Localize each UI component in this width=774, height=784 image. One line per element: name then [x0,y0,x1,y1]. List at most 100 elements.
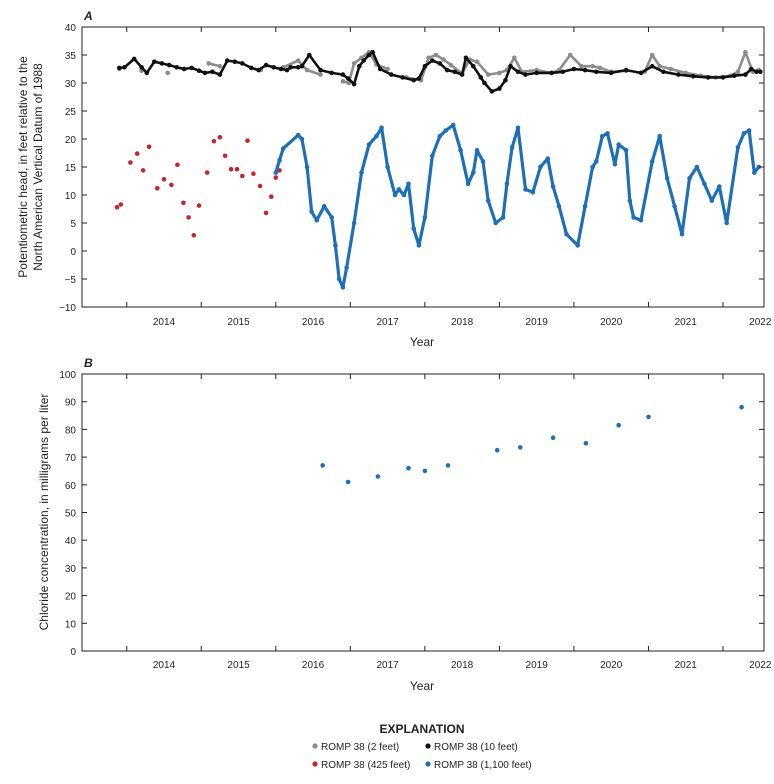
panel-a-point-romp-38-10-feet [357,63,362,69]
panel-b-x-axis-title: Year [410,679,434,693]
panel-a-point-romp-38-1-100-feet [657,133,662,139]
panel-a-point-romp-38-2-feet [649,52,655,58]
panel-a-point-romp-38-10-feet [295,65,301,70]
panel-a-y-tick-label: 30 [65,79,77,90]
panel-a-point-romp-38-2-feet [206,61,211,66]
panel-a-point-romp-38-10-feet [166,62,172,68]
panel-a-point-romp-38-425-feet [155,186,160,191]
panel-a-point-romp-38-425-feet [269,194,274,199]
panel-a-point-romp-38-10-feet [210,69,215,75]
panel-b-x-tick-label: 2020 [600,660,623,671]
legend-label-2ft: ROMP 38 (2 feet) [321,742,399,753]
panel-a-point-romp-38-2-feet [597,65,603,71]
panel-a-point-romp-38-1-100-feet [530,189,536,195]
panel-b-y-tick-label: 70 [65,453,77,464]
panel-a-series-line-romp-38-1-100-feet [274,123,761,289]
panel-a-point-romp-38-10-feet [131,56,137,62]
panel-a-point-romp-38-425-feet [128,160,133,165]
panel-a-y-tick-label: 35 [65,51,77,62]
panel-b-frame [81,373,765,652]
panel-a-point-romp-38-10-feet [623,67,629,73]
panel-a-point-romp-38-10-feet [370,49,376,55]
panel-a-point-romp-38-10-feet [256,67,261,73]
panel-a-marks [114,49,763,290]
panel-b-y-tick-label: 20 [65,592,77,603]
panel-a-point-romp-38-10-feet [471,63,476,69]
panel-b-x-tick-label: 2015 [227,660,250,671]
panel-b-point-romp-38-1-100-feet [616,422,621,428]
panel-a-point-romp-38-1-100-feet [605,131,610,136]
panel-a-point-romp-38-1-100-feet [556,203,562,209]
panel-a-point-romp-38-1-100-feet [616,142,621,147]
legend-item-10ft: ROMP 38 (10 feet) [425,742,518,753]
legend-label-10ft: ROMP 38 (10 feet) [434,742,518,753]
panel-a-series-romp-38-2-feet [117,49,762,86]
panel-a-point-romp-38-1-100-feet [385,164,390,170]
panel-a-point-romp-38-1-100-feet [277,158,282,163]
panel-a-point-romp-38-10-feet [430,58,435,63]
panel-a-point-romp-38-10-feet [549,70,554,76]
panel-a-point-romp-38-10-feet [649,63,655,69]
panel-a-point-romp-38-1-100-feet [717,184,722,189]
panel-a-point-romp-38-425-feet [211,138,217,144]
panel-b-y-tick-label: 10 [65,619,77,630]
panel-a-point-romp-38-2-feet [668,66,674,72]
panel-a-point-romp-38-10-feet [411,77,417,83]
legend-marker-1100ft [425,761,431,767]
panel-a-point-romp-38-10-feet [758,69,763,75]
panel-a: −10 −5 0 5 10 15 20 25 30 35 40 2014 2015 2016 2017 201… [16,9,772,349]
panel-a-point-romp-38-10-feet [232,59,238,64]
panel-b: 0 10 20 30 40 50 60 70 80 90 100 2014 2015 2016 2017 20… [37,356,772,693]
panel-a-x-tick-label: 2020 [600,317,623,328]
legend-title: EXPLANATION [379,722,464,736]
panel-a-y-tick-label: −5 [65,275,77,286]
panel-a-point-romp-38-1-100-feet [515,125,521,131]
panel-b-point-romp-38-1-100-feet [550,435,556,441]
panel-a-point-romp-38-1-100-feet [333,243,338,248]
panel-a-point-romp-38-10-feet [271,65,276,70]
panel-a-point-romp-38-425-feet [191,233,197,238]
panel-a-point-romp-38-10-feet [361,58,367,63]
panel-a-point-romp-38-1-100-feet [709,198,715,203]
panel-a-label: A [83,9,93,23]
panel-a-point-romp-38-1-100-feet [564,231,569,237]
panel-a-x-tick-label: 2021 [675,317,698,328]
panel-a-point-romp-38-2-feet [497,70,502,76]
panel-a-point-romp-38-425-feet [175,162,180,168]
panel-a-point-romp-38-10-feet [523,72,528,77]
panel-a-point-romp-38-1-100-feet [523,187,528,192]
panel-a-point-romp-38-1-100-feet [422,215,428,220]
panel-a-point-romp-38-10-feet [534,70,539,76]
panel-a-point-romp-38-10-feet [288,65,294,70]
panel-a-point-romp-38-425-feet [228,166,234,172]
panel-a-point-romp-38-1-100-feet [575,243,580,248]
panel-a-point-romp-38-425-feet [273,175,279,180]
panel-a-x-tick-label: 2018 [451,317,474,328]
panel-a-point-romp-38-425-feet [114,205,120,210]
panel-a-point-romp-38-10-feet [416,76,422,81]
panel-a-point-romp-38-10-feet [377,66,383,72]
panel-a-point-romp-38-1-100-feet [550,184,556,189]
panel-a-y-tick-label: 25 [65,107,77,118]
panel-b-y-tick-label: 60 [65,481,77,492]
legend: EXPLANATION ROMP 38 (2 feet) ROMP 38 (10… [312,722,532,771]
panel-a-y-tick-label: 15 [65,163,77,174]
panel-a-point-romp-38-2-feet [426,55,431,61]
panel-a-x-tick-label: 2014 [153,317,176,328]
panel-a-point-romp-38-10-feet [307,52,312,58]
panel-b-point-romp-38-1-100-feet [406,465,411,471]
panel-a-point-romp-38-425-feet [146,144,152,150]
panel-a-point-romp-38-10-feet [749,66,754,72]
panel-a-x-axis-title: Year [410,335,434,349]
panel-a-point-romp-38-2-feet [340,79,346,84]
panel-a-point-romp-38-10-feet [754,69,759,75]
panel-b-x-tick-label: 2014 [153,660,176,671]
panel-a-point-romp-38-425-feet [245,138,250,143]
panel-a-point-romp-38-10-feet [743,72,748,77]
panel-a-point-romp-38-1-100-feet [664,175,670,181]
panel-a-point-romp-38-1-100-feet [600,133,605,139]
panel-b-y-tick-label: 30 [65,564,77,575]
panel-a-point-romp-38-10-feet [463,55,469,61]
panel-a-y-tick-label: −10 [59,303,76,314]
